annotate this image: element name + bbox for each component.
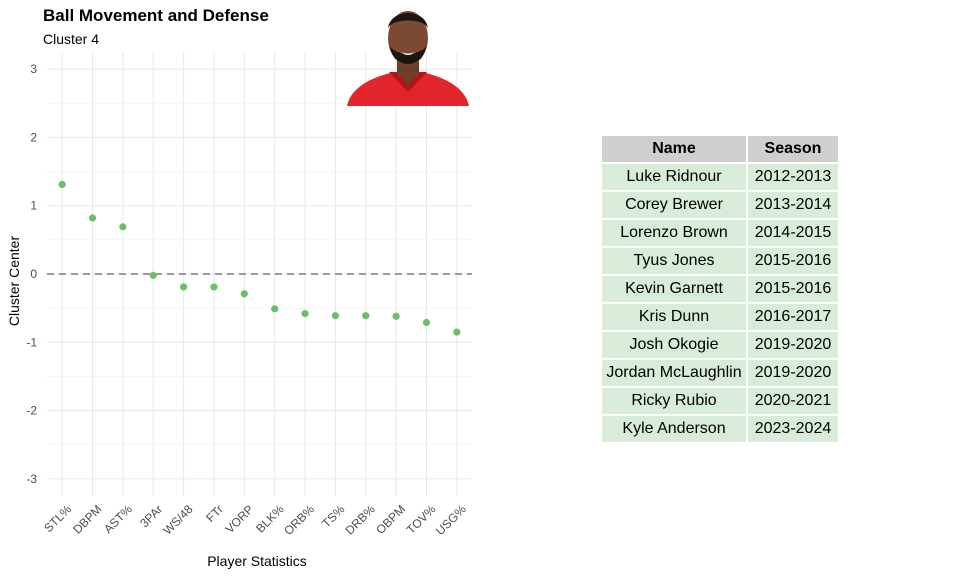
season-cell: 2020-2021 (746, 386, 840, 416)
name-cell: Tyus Jones (600, 246, 748, 276)
y-tick-label: 3 (30, 62, 37, 76)
x-tick-label: OBPM (373, 502, 408, 537)
player-headshot-icon (347, 11, 469, 106)
table-row: Lorenzo Brown 2014-2015 (600, 218, 840, 248)
table-row: Kevin Garnett 2015-2016 (600, 274, 840, 304)
table-body: Luke Ridnour 2012-2013 Corey Brewer 2013-20… (600, 162, 840, 444)
data-point (392, 312, 400, 320)
y-tick-label: 1 (30, 199, 37, 213)
data-points (58, 180, 461, 336)
data-point (331, 312, 339, 320)
x-tick-label: DBPM (70, 502, 104, 536)
data-point (149, 271, 157, 279)
x-tick-label: USG% (433, 502, 469, 538)
data-point (301, 310, 309, 318)
data-point (240, 290, 248, 298)
table-row: Tyus Jones 2015-2016 (600, 246, 840, 276)
x-tick-label: ORB% (281, 502, 317, 538)
name-cell: Ricky Rubio (600, 386, 748, 416)
x-tick-label: VORP (222, 502, 256, 536)
name-cell: Kevin Garnett (600, 274, 748, 304)
data-point (453, 328, 461, 336)
x-tick-label: STL% (41, 502, 74, 535)
data-point (422, 318, 431, 327)
data-point (88, 214, 97, 222)
table-row: Kyle Anderson 2023-2024 (600, 414, 840, 444)
chart-subtitle: Cluster 4 (43, 31, 100, 47)
x-tick-label: TOV% (404, 502, 439, 537)
x-tick-label: WS/48 (160, 502, 196, 538)
season-cell: 2012-2013 (746, 162, 840, 192)
name-cell: Jordan McLaughlin (600, 358, 748, 388)
season-cell: 2015-2016 (746, 246, 840, 276)
y-axis-ticks: -3 -2 -1 0 1 2 3 (26, 62, 37, 486)
season-cell: 2016-2017 (746, 302, 840, 332)
season-cell: 2019-2020 (746, 358, 840, 388)
table-header-row: Name Season (600, 134, 840, 164)
y-tick-label: -2 (26, 404, 37, 418)
name-cell: Kyle Anderson (600, 414, 748, 444)
x-tick-label: DRB% (342, 502, 378, 538)
data-point (362, 312, 370, 320)
x-tick-label: BLK% (253, 502, 287, 536)
y-tick-label: -1 (26, 335, 37, 349)
header-season: Season (746, 134, 840, 164)
name-cell: Kris Dunn (600, 302, 748, 332)
data-point (210, 283, 218, 291)
data-point (119, 223, 127, 231)
table-row: Ricky Rubio 2020-2021 (600, 386, 840, 416)
table-row: Kris Dunn 2016-2017 (600, 302, 840, 332)
data-point (58, 180, 66, 189)
season-cell: 2015-2016 (746, 274, 840, 304)
table-row: Corey Brewer 2013-2014 (600, 190, 840, 220)
x-axis-title: Player Statistics (207, 553, 307, 569)
table-row: Josh Okogie 2019-2020 (600, 330, 840, 360)
y-tick-label: 0 (30, 267, 37, 281)
name-cell: Lorenzo Brown (600, 218, 748, 248)
season-cell: 2013-2014 (746, 190, 840, 220)
season-cell: 2019-2020 (746, 330, 840, 360)
name-cell: Luke Ridnour (600, 162, 748, 192)
x-tick-label: FTr (203, 502, 226, 525)
season-cell: 2023-2024 (746, 414, 840, 444)
y-tick-label: -3 (26, 472, 37, 486)
players-table: Name Season Luke Ridnour 2012-2013 Corey B… (600, 134, 840, 444)
chart-title: Ball Movement and Defense (43, 6, 269, 25)
data-point (180, 283, 188, 291)
table-row: Luke Ridnour 2012-2013 (600, 162, 840, 192)
y-tick-label: 2 (30, 130, 37, 144)
season-cell: 2014-2015 (746, 218, 840, 248)
x-tick-label: AST% (101, 502, 135, 536)
header-name: Name (600, 134, 748, 164)
name-cell: Corey Brewer (600, 190, 748, 220)
table-row: Jordan McLaughlin 2019-2020 (600, 358, 840, 388)
y-axis-title: Cluster Center (6, 236, 22, 327)
name-cell: Josh Okogie (600, 330, 748, 360)
data-point (271, 305, 279, 313)
